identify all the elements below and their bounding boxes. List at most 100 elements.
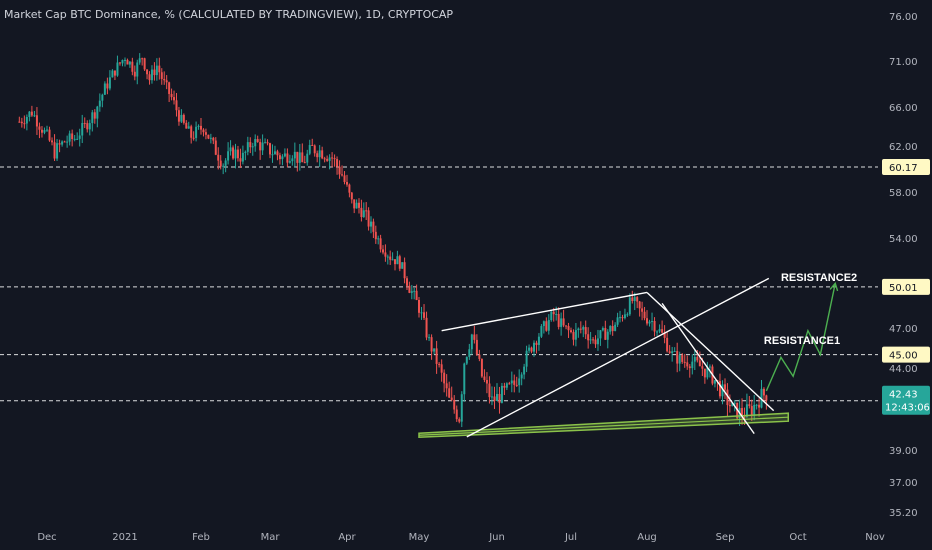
candle (48, 126, 51, 142)
candle (415, 284, 418, 301)
candle (567, 322, 570, 338)
level-price-label: 60.17 (889, 163, 918, 174)
candle (113, 70, 116, 81)
candle (703, 368, 706, 384)
time-tick-label: Dec (37, 532, 56, 543)
candle (283, 148, 286, 158)
candle (128, 60, 131, 68)
candle (678, 351, 681, 372)
candle (430, 334, 433, 360)
candle (721, 380, 724, 405)
candle (533, 340, 535, 357)
candle (728, 394, 731, 413)
candle (623, 308, 626, 320)
candle (584, 320, 587, 340)
candle (173, 90, 176, 105)
candle (753, 395, 756, 421)
candle (626, 312, 629, 317)
candle (98, 93, 101, 112)
lower-wedge-line[interactable] (466, 277, 770, 438)
candle (398, 254, 401, 272)
candle (333, 154, 336, 167)
candle (408, 281, 411, 294)
candle (35, 107, 38, 135)
candle (118, 62, 121, 66)
candle (133, 65, 136, 81)
candle (155, 58, 158, 81)
candle (565, 325, 568, 330)
descending-channel-bottom[interactable] (661, 302, 755, 435)
candle (281, 154, 284, 166)
candle (232, 145, 235, 160)
candle (661, 320, 664, 334)
candle (106, 77, 109, 95)
current-price-tag (882, 385, 930, 415)
candle (384, 244, 387, 262)
candle (668, 345, 671, 355)
price-tick-label: 58.00 (889, 188, 918, 199)
candle (271, 144, 274, 163)
candle (493, 386, 496, 409)
candle (180, 109, 183, 124)
candle (301, 143, 304, 163)
upper-wedge-line[interactable] (441, 291, 648, 332)
candle (445, 374, 448, 397)
annotation-resistance-2[interactable]: RESISTANCE1 (764, 335, 840, 347)
candle (572, 329, 575, 346)
candle (391, 252, 394, 261)
candle (160, 68, 163, 85)
candle (61, 140, 64, 147)
candle (46, 125, 48, 133)
candle (108, 70, 111, 91)
candle (638, 300, 641, 317)
candle (219, 155, 222, 170)
candle (141, 57, 144, 66)
annotation-resistance-1[interactable]: RESISTANCE2 (781, 272, 857, 284)
candle (286, 148, 289, 168)
candle (750, 399, 753, 422)
candle (51, 137, 54, 146)
candle (488, 376, 491, 404)
candle (71, 129, 74, 147)
candle (513, 374, 516, 393)
price-tick-label: 54.00 (889, 234, 918, 245)
candle (146, 69, 149, 80)
time-tick-label: Jun (488, 532, 505, 543)
candle (121, 59, 124, 67)
projection-path[interactable] (765, 283, 836, 392)
price-tick-label: 39.00 (889, 446, 918, 457)
candle (658, 324, 661, 334)
candle (550, 310, 553, 322)
candle (266, 139, 269, 146)
candle (66, 135, 69, 148)
time-axis: Dec 2021 Feb Mar Apr May Jun Jul Aug Sep Oct Nov (37, 532, 885, 543)
price-tick-label: 44.00 (889, 364, 918, 375)
candle (475, 334, 478, 356)
candle (63, 140, 66, 143)
candle (43, 127, 46, 135)
candle (574, 323, 577, 347)
candle (570, 327, 572, 334)
candle (500, 382, 503, 404)
candle (321, 146, 324, 160)
candle (496, 383, 498, 401)
descending-channel-top[interactable] (646, 291, 775, 412)
candle (621, 314, 624, 322)
candle (336, 156, 339, 175)
candle (483, 369, 486, 383)
candle (406, 276, 408, 291)
candle (458, 417, 461, 424)
level-price-tag (882, 159, 930, 176)
candle (425, 311, 428, 341)
candle (308, 139, 311, 156)
candle (693, 349, 696, 371)
candle (547, 314, 550, 335)
candle (589, 331, 592, 345)
candle (619, 310, 622, 323)
candle (510, 371, 513, 393)
candle (78, 128, 81, 147)
time-tick-label: Aug (637, 532, 657, 543)
candle (470, 333, 473, 355)
candle (244, 150, 247, 161)
